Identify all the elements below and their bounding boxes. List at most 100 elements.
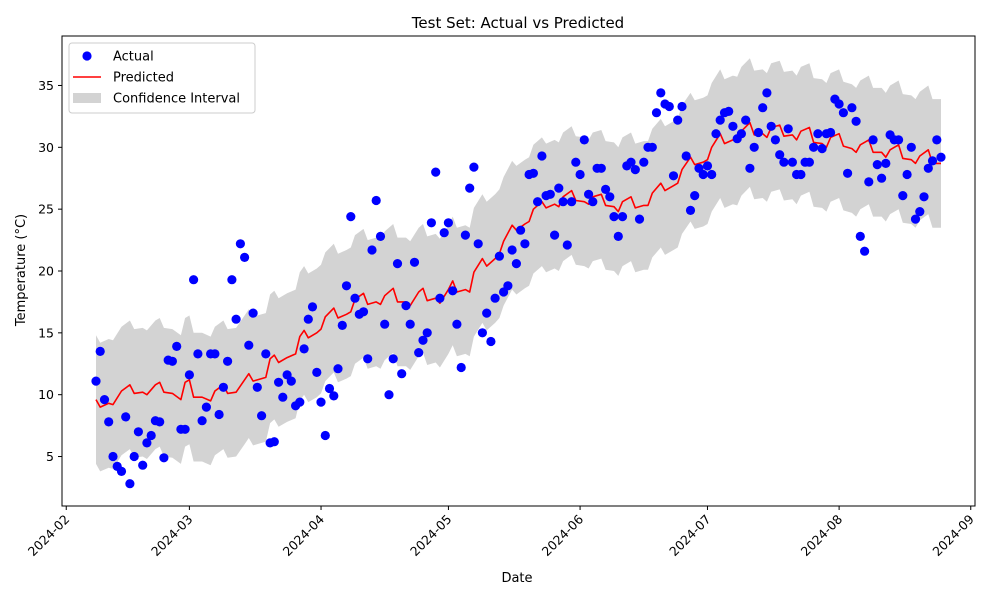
actual-point [915,207,925,217]
actual-point [159,453,169,463]
actual-point [388,354,398,364]
actual-point [184,370,194,380]
actual-point [617,212,628,222]
actual-point [286,376,296,386]
actual-point [129,451,139,462]
y-axis-title: Temperature (°C) [14,214,29,327]
actual-point [108,451,118,462]
actual-point [728,121,738,131]
actual-point [787,157,798,167]
actual-point [516,225,526,235]
actual-point [324,383,335,394]
actual-point [193,349,203,359]
actual-point [426,218,436,228]
actual-point [214,409,224,420]
actual-point [116,466,127,476]
y-tick-label: 15 [38,325,54,340]
actual-point [299,344,309,354]
actual-point [668,171,679,181]
actual-point [337,320,347,330]
actual-point [320,430,330,441]
legend-label: Predicted [113,71,174,86]
actual-point [910,214,921,224]
actual-point [562,240,572,250]
actual-point [673,115,683,125]
actual-point [307,302,318,312]
actual-point [847,103,857,113]
actual-point [762,88,772,98]
actual-point [864,177,874,187]
actual-point [303,314,313,324]
actual-point [405,319,415,329]
actual-point [758,103,768,113]
actual-point [218,382,228,392]
actual-point [312,367,322,377]
plot-area [91,58,946,489]
actual-point [397,369,407,379]
actual-point [384,390,394,400]
actual-point [422,328,432,338]
legend-box [68,42,256,114]
actual-point [104,417,114,427]
actual-point [783,124,793,134]
actual-point [244,340,254,350]
actual-point [380,319,390,329]
actual-point [741,115,751,125]
actual-point [418,335,428,345]
actual-point [932,135,942,145]
actual-point [834,99,844,109]
actual-point [456,362,466,373]
actual-point [872,160,882,170]
actual-point [571,157,581,167]
actual-point [133,427,143,437]
actual-point [91,376,101,386]
actual-point [843,168,853,178]
actual-point [639,157,649,167]
actual-point [584,189,594,199]
chart-title: Test Set: Actual vs Predicted [411,14,624,32]
actual-point [630,165,640,175]
actual-point [494,251,504,261]
actual-point [142,438,152,448]
y-tick-label: 35 [38,78,54,93]
actual-point [329,391,339,401]
actual-point [690,191,700,201]
actual-point [609,212,619,222]
actual-point [685,205,696,215]
actual-point [707,169,717,180]
actual-point [295,397,305,407]
actual-point [125,479,135,489]
actual-point [596,163,606,173]
actual-point [235,239,245,249]
actual-point [817,144,827,154]
actual-point [240,252,250,262]
actual-point [473,239,483,249]
actual-point [533,197,543,207]
actual-point [452,319,462,329]
y-tick-label: 30 [38,140,54,155]
actual-point [121,412,131,422]
actual-point [898,191,908,201]
actual-point [851,116,861,126]
y-tick-label: 20 [38,264,54,279]
actual-point [626,157,636,167]
actual-point [779,157,789,167]
actual-point [537,151,547,161]
actual-point [503,281,513,291]
actual-point [634,214,645,224]
actual-point [550,230,560,240]
actual-point [414,348,424,358]
actual-point [923,163,933,173]
actual-point [95,346,105,356]
actual-point [558,197,568,207]
actual-point [350,293,360,303]
actual-point [651,108,662,118]
actual-point [138,460,148,470]
actual-point [554,183,564,193]
actual-point [477,328,487,338]
actual-point [868,135,878,145]
actual-point [507,245,517,255]
actual-point [227,275,237,285]
actual-point [677,101,687,112]
